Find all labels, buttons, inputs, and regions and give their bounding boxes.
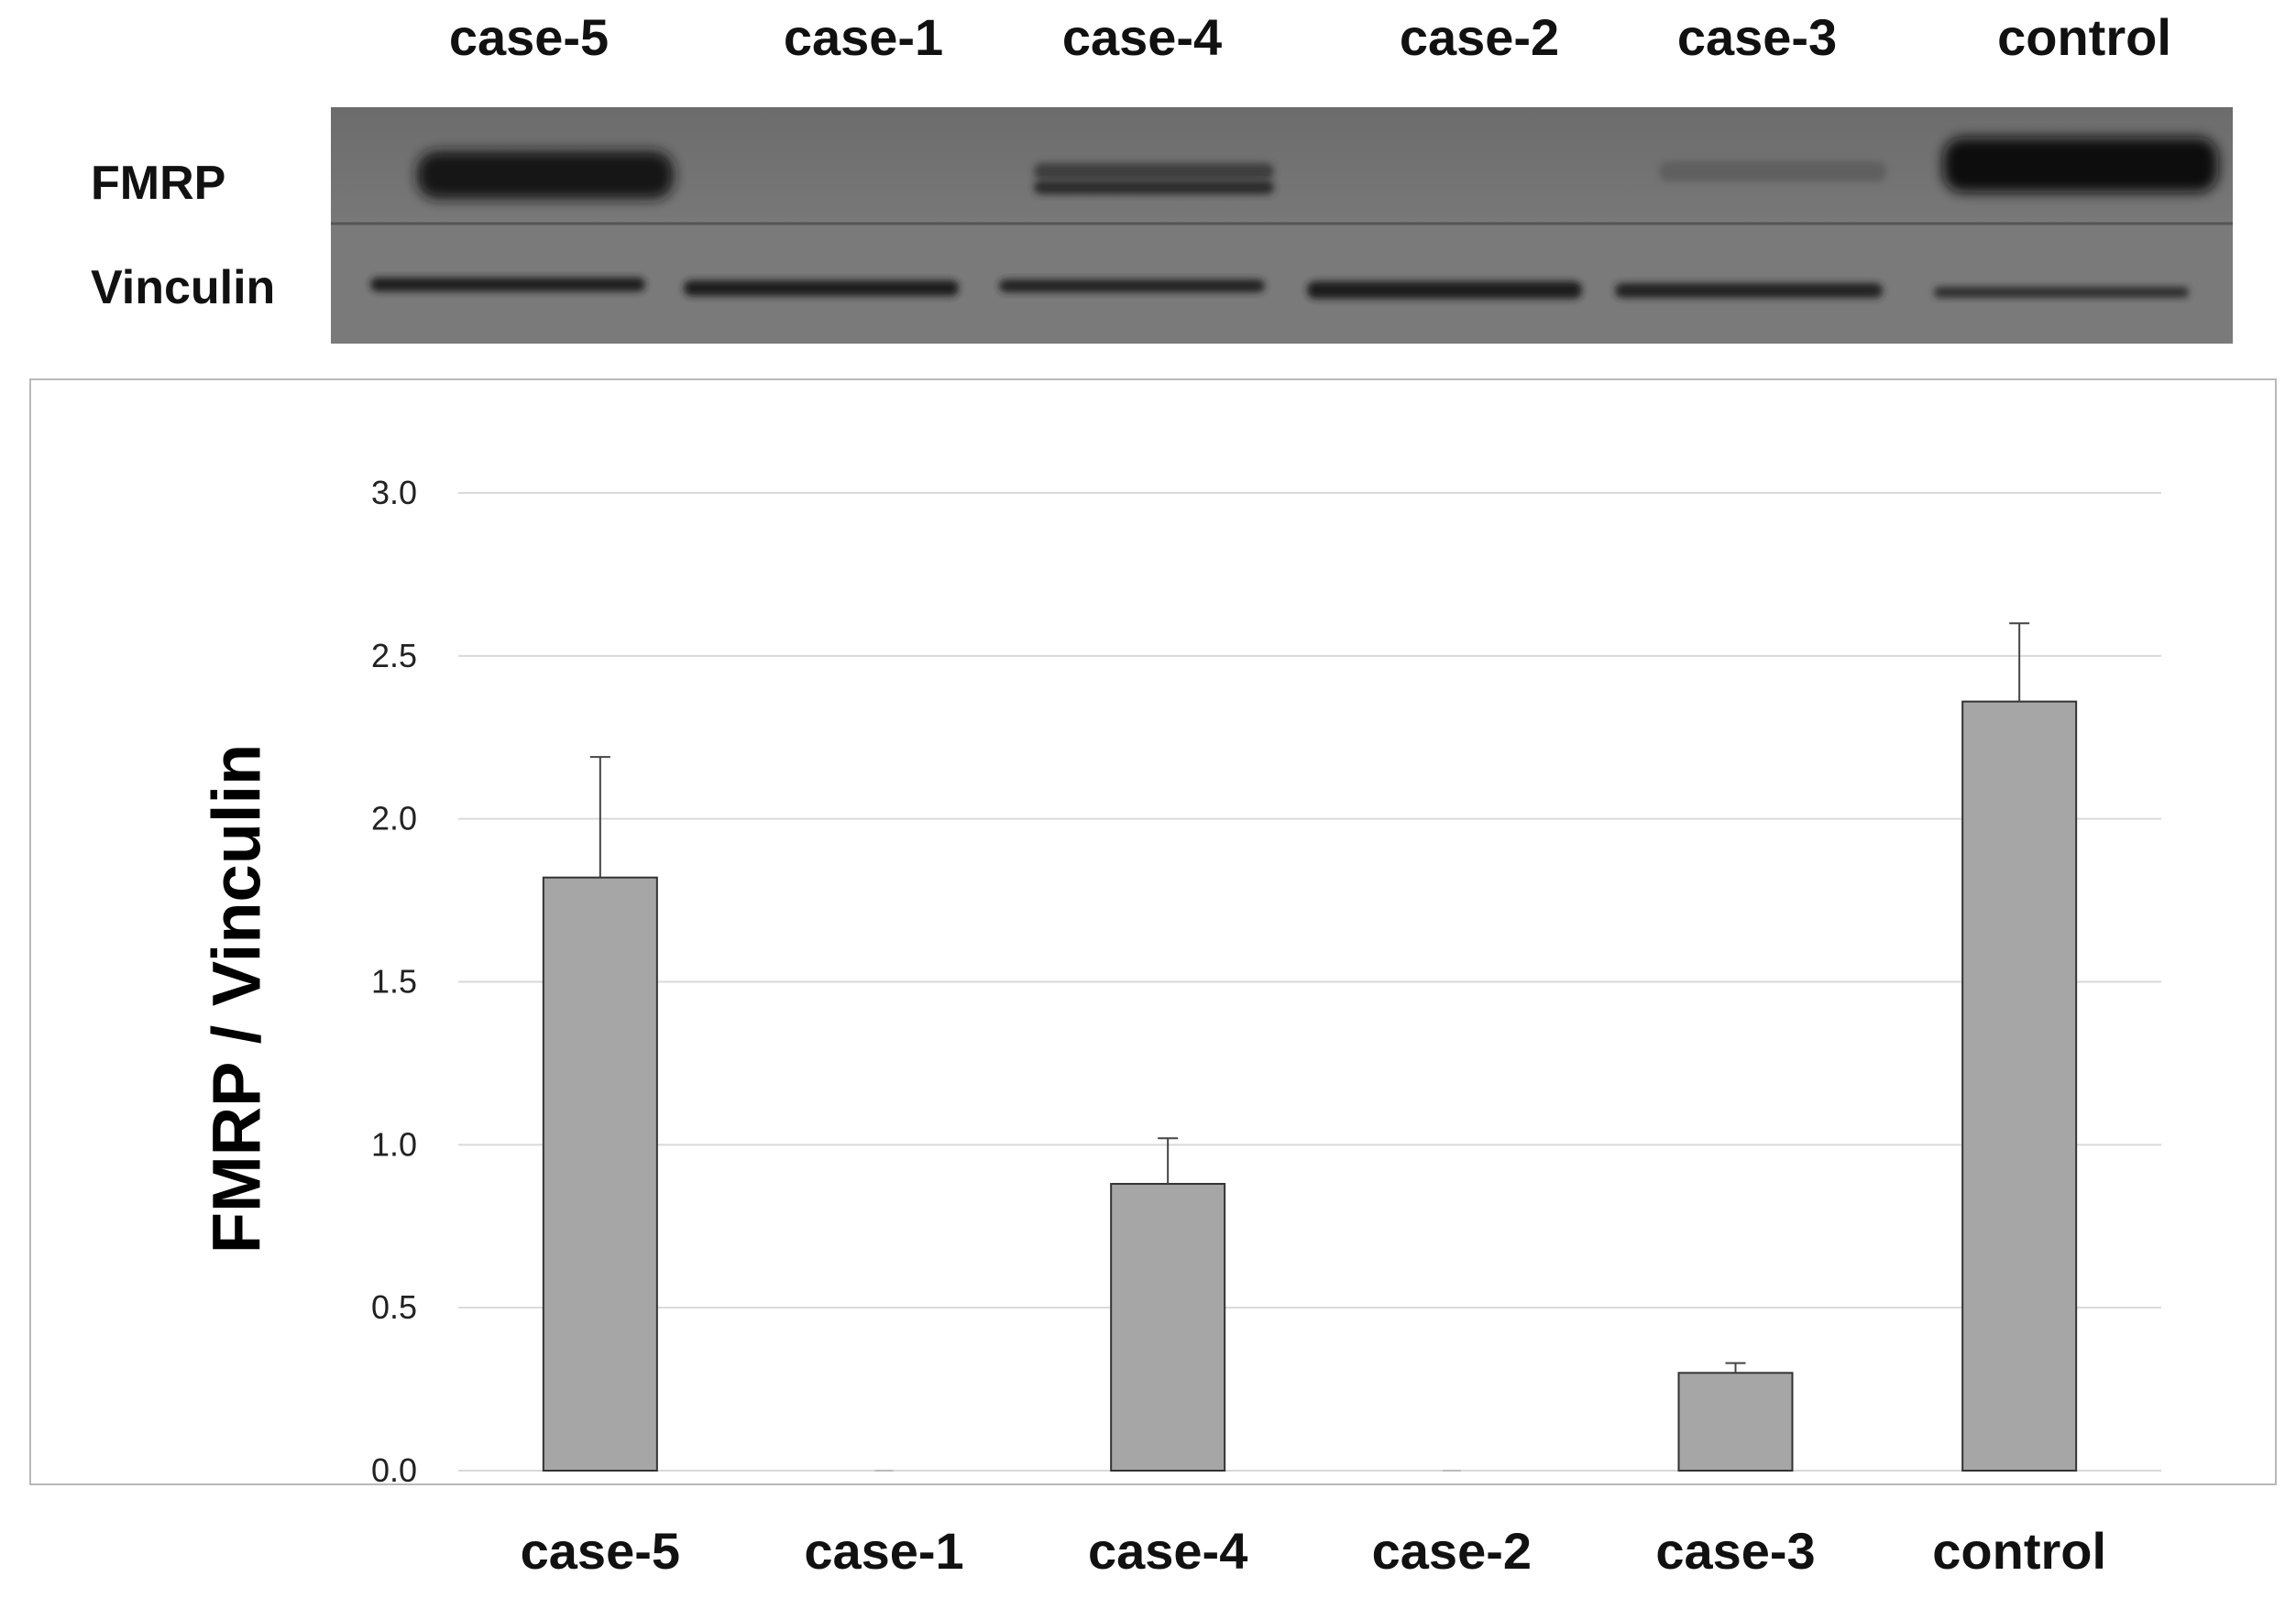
x-tick-label: case-5 [521,1522,680,1580]
lane-label-case-5: case-5 [448,8,610,66]
row-label-fmrp: FMRP [91,157,226,210]
vinculin-band-case-3 [1615,283,1883,298]
fmrp-band-control [1943,137,2218,192]
y-tick-label: 1.0 [371,1125,417,1163]
fmrp-band-case-3 [1659,161,1886,181]
vinculin-band-control [1934,287,2189,298]
row-label-vinculin: Vinculin [91,261,276,314]
vinculin-band-case-1 [684,280,959,296]
fmrp-band-case-4-b [1034,181,1274,194]
lane-label-case-4: case-4 [1061,8,1223,66]
bar [1961,700,2078,1472]
x-tick-label: case-4 [1088,1522,1247,1580]
y-tick-label: 1.5 [371,963,417,1001]
vinculin-membrane [331,224,2233,344]
y-tick-label: 3.0 [371,474,417,511]
y-tick-label: 0.5 [371,1288,417,1326]
bar [1677,1372,1794,1472]
bar [1110,1183,1226,1472]
y-tick-label: 2.5 [371,637,417,674]
y-tick-label: 0.0 [371,1451,417,1489]
fmrp-band-case-4-a [1034,163,1274,180]
x-tick-label: case-2 [1372,1522,1532,1580]
vinculin-band-case-4 [999,279,1265,292]
lane-label-case-3: case-3 [1676,8,1838,66]
vinculin-band-case-5 [370,278,645,291]
lane-label-case-2: case-2 [1399,8,1560,66]
lane-label-control: control [1997,8,2171,66]
x-tick-label: case-1 [804,1522,963,1580]
bar [542,876,658,1472]
fmrp-band-case-5 [417,151,674,199]
vinculin-band-case-2 [1307,281,1582,299]
lane-label-case-1: case-1 [783,8,944,66]
chart-frame [29,378,2277,1485]
western-blot-image [331,107,2233,344]
y-axis-label: FMRP / Vinculin [198,743,275,1254]
x-tick-label: case-3 [1655,1522,1815,1580]
x-tick-label: control [1932,1522,2106,1580]
y-tick-label: 2.0 [371,800,417,837]
